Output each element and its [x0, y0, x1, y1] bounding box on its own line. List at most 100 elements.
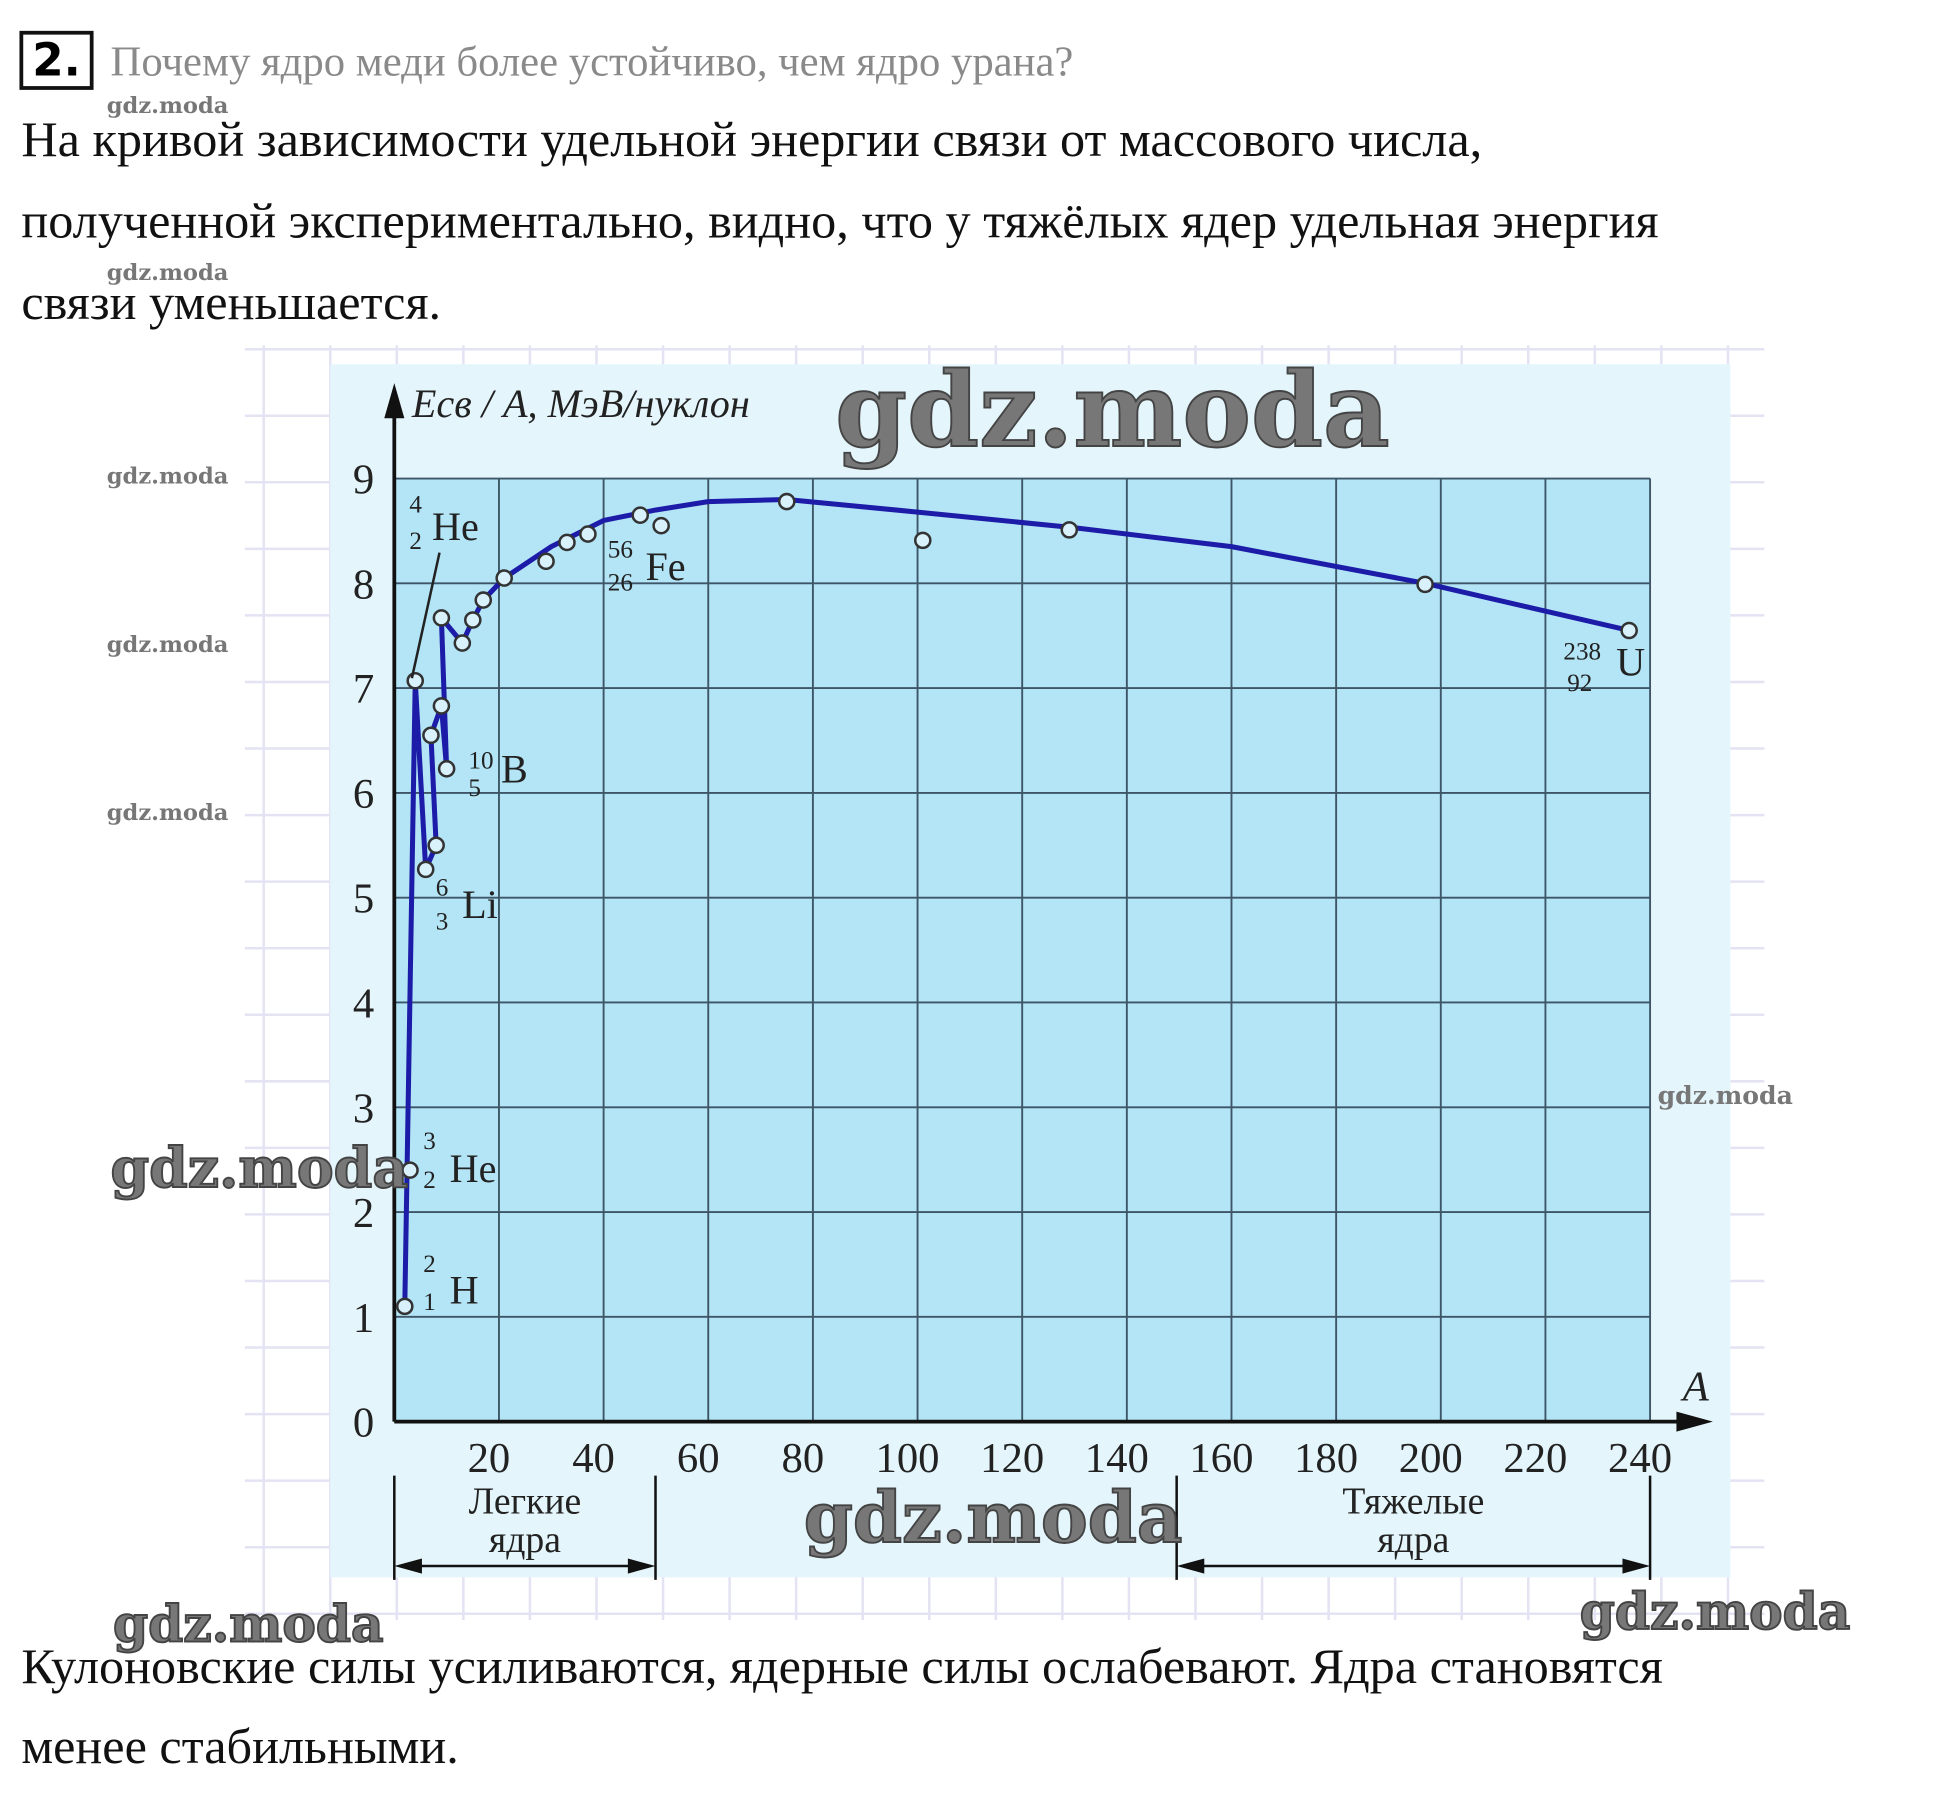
data-point — [474, 591, 493, 609]
range-label: ядра — [489, 1519, 561, 1561]
isotope-mass: 6 — [436, 874, 449, 901]
data-point — [422, 726, 440, 745]
y-tick-label: 2 — [353, 1190, 374, 1237]
isotope-charge: 26 — [608, 569, 633, 596]
data-point — [401, 1161, 419, 1179]
data-point — [427, 836, 445, 855]
data-point — [631, 506, 650, 525]
range-label: Легкие — [469, 1480, 582, 1522]
watermarks: gdz.moda gdz.moda gdz.moda gdz.moda gdz.moda… — [107, 93, 1851, 1654]
range-arrow — [627, 1558, 656, 1574]
isotope-mass: 4 — [409, 491, 422, 518]
x-tick-label: 160 — [1189, 1435, 1253, 1482]
y-axis-arrow — [384, 383, 405, 419]
data-point — [652, 516, 670, 535]
watermark: gdz.moda — [113, 1594, 384, 1653]
range-label: ядра — [1377, 1519, 1449, 1561]
isotope-symbol: He — [450, 1146, 497, 1191]
x-tick-label: 120 — [980, 1435, 1044, 1482]
y-tick-label: 6 — [353, 771, 374, 818]
x-tick-label: 80 — [782, 1435, 825, 1482]
question-text: Почему ядро меди более устойчиво, чем яд… — [111, 38, 1074, 85]
x-tick-label: 100 — [875, 1435, 939, 1482]
watermark: gdz.moda — [107, 93, 229, 119]
answer-line: Кулоновские силы усиливаются, ядерные си… — [21, 1638, 1662, 1694]
watermark: gdz.moda — [111, 1136, 409, 1201]
isotope-charge: 2 — [409, 528, 422, 555]
y-tick-label: 5 — [353, 876, 374, 923]
data-point — [464, 611, 482, 629]
x-tick-label: 60 — [677, 1435, 720, 1482]
answer-line: менее стабильными. — [21, 1718, 458, 1774]
x-tick-label: 20 — [468, 1435, 511, 1482]
watermark: gdz.moda — [107, 260, 229, 286]
isotope-mass: 56 — [608, 537, 633, 564]
isotope-charge: 5 — [468, 775, 481, 802]
watermark: gdz.moda — [107, 464, 229, 490]
x-tick-label: 220 — [1503, 1435, 1567, 1482]
isotope-charge: 92 — [1567, 670, 1592, 697]
answer-line: связи уменьшается. — [21, 274, 441, 330]
data-point — [1416, 575, 1434, 594]
question-number-box — [19, 30, 94, 90]
y-tick-label: 0 — [353, 1400, 374, 1447]
isotope-mass: 3 — [423, 1128, 436, 1155]
data-point — [537, 552, 555, 571]
isotope-charge: 1 — [423, 1289, 436, 1316]
y-tick-label: 9 — [353, 457, 374, 504]
y-tick-label: 7 — [353, 666, 374, 713]
isotope-mass: 2 — [423, 1251, 436, 1278]
isotope-charge: 2 — [423, 1167, 436, 1194]
question-number: 2. — [32, 33, 81, 86]
answer-line: На кривой зависимости удельной энергии с… — [21, 111, 1482, 167]
data-point — [1060, 521, 1079, 539]
x-axis-label: A — [1680, 1363, 1710, 1410]
isotope-symbol: He — [432, 504, 479, 549]
data-point — [416, 860, 435, 879]
isotope-symbol: U — [1616, 640, 1645, 685]
y-axis-label: Eсв / A, МэВ/нуклон — [411, 381, 750, 426]
isotope-symbol: H — [450, 1268, 479, 1313]
data-point — [453, 634, 472, 652]
x-tick-label: 240 — [1608, 1435, 1672, 1482]
watermark: gdz.moda — [804, 1476, 1183, 1559]
data-point — [1620, 621, 1638, 640]
x-tick-label: 40 — [572, 1435, 615, 1482]
isotope-symbol: B — [501, 746, 528, 791]
data-point — [558, 533, 576, 552]
answer-line: полученной экспериментально, видно, что … — [21, 192, 1658, 248]
data-point — [579, 525, 597, 543]
data-point — [913, 531, 932, 550]
data-point — [495, 569, 513, 587]
y-tick-label: 4 — [353, 981, 374, 1028]
data-point — [437, 760, 456, 778]
x-axis-arrow — [1676, 1411, 1713, 1432]
watermark: gdz.moda — [107, 632, 229, 658]
isotope-mass: 10 — [468, 748, 493, 775]
data-point — [395, 1297, 414, 1316]
y-tick-label: 1 — [353, 1295, 374, 1342]
isotope-mass: 238 — [1563, 638, 1601, 665]
watermark: gdz.moda — [1580, 1582, 1851, 1641]
isotope-charge: 3 — [436, 908, 449, 935]
watermark: gdz.moda — [107, 800, 229, 826]
range-label: Тяжелые — [1342, 1480, 1484, 1522]
watermark: gdz.moda — [835, 350, 1390, 471]
isotope-symbol: Fe — [645, 544, 685, 589]
x-tick-label: 140 — [1085, 1435, 1149, 1482]
leader-line — [410, 552, 441, 679]
y-tick-label: 8 — [353, 561, 374, 608]
data-point — [432, 697, 451, 715]
x-tick-label: 180 — [1294, 1435, 1358, 1482]
y-tick-label: 3 — [353, 1085, 374, 1132]
curve — [402, 496, 1630, 1307]
range-arrow — [1176, 1558, 1205, 1574]
range-arrow — [394, 1558, 422, 1574]
data-point — [406, 671, 425, 690]
data-point — [777, 492, 796, 511]
isotope-symbol: Li — [462, 882, 498, 927]
watermark: gdz.moda — [1658, 1080, 1793, 1110]
range-arrow — [1622, 1558, 1651, 1574]
